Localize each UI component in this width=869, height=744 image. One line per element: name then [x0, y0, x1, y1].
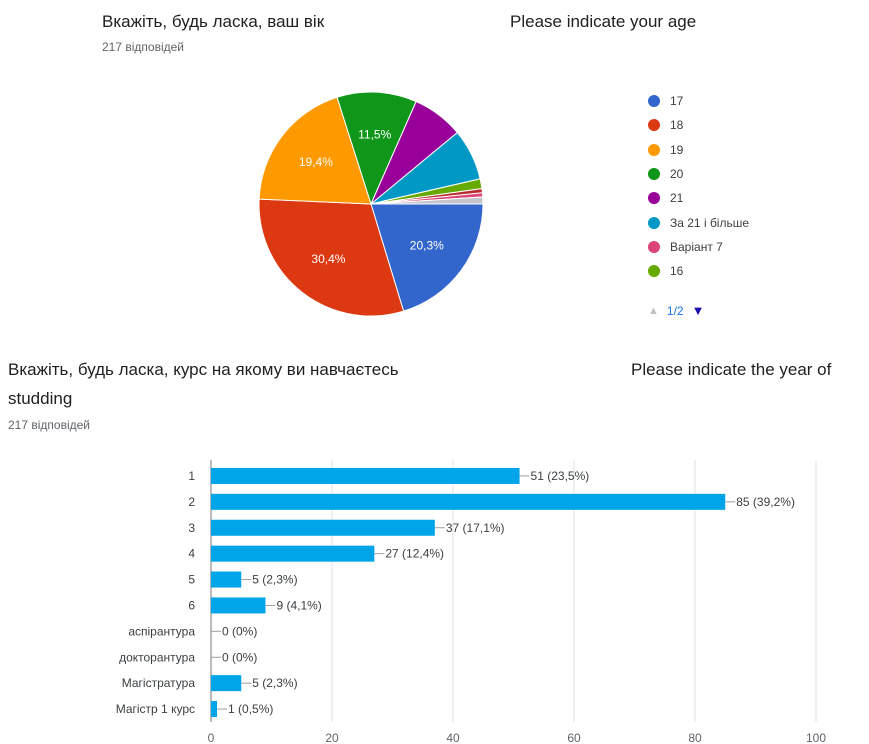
bar-value-label: 0 (0%) — [222, 624, 257, 638]
pie-slice-9 — [370, 196, 484, 205]
legend-label: 18 — [670, 118, 684, 133]
pie-slice-label-0: 20,3% — [410, 238, 444, 252]
bar — [211, 597, 266, 614]
category-label: 6 — [188, 598, 195, 612]
category-label: Магістратура — [122, 676, 196, 690]
q2-response-count: 217 відповідей — [8, 418, 90, 432]
bar-value-label: 1 (0,5%) — [228, 702, 273, 716]
bar-value-label: 85 (39,2%) — [736, 495, 795, 509]
pie-slice-1 — [258, 198, 405, 317]
pager-down-icon[interactable]: ▼ — [691, 303, 705, 318]
bar — [211, 545, 375, 562]
pager-up-icon[interactable]: ▲ — [648, 304, 659, 317]
legend-item: 18 — [648, 117, 683, 133]
category-label: Магістр 1 курс — [116, 702, 195, 716]
pie-slice-label-1: 30,4% — [311, 252, 345, 266]
category-label: 1 — [188, 469, 195, 483]
legend-item: 16 — [648, 263, 683, 279]
q2-title-line2: studding — [8, 389, 73, 408]
bar-value-label: 0 (0%) — [222, 650, 257, 664]
pie-slice-label-3: 11,5% — [358, 128, 391, 142]
course-bar-chart: 0 20 40 60 80 100 1 51 (23,5%) 2 85 (39,2%) 3 37 (1… — [116, 460, 826, 744]
q1-response-count: 217 відповідей — [102, 40, 184, 54]
legend-label: 19 — [670, 142, 684, 157]
x-tick-label: 80 — [688, 731, 702, 744]
q1-title-en: Please indicate your age — [510, 12, 697, 31]
legend-item: За 21 і більше — [648, 215, 749, 231]
legend-swatch — [648, 216, 660, 229]
bar — [211, 519, 435, 536]
x-tick-label: 60 — [567, 731, 581, 744]
pie-slice-2 — [258, 96, 372, 205]
legend-label: Варіант 7 — [670, 239, 723, 254]
legend-swatch — [648, 119, 660, 132]
pie-slice-0 — [370, 203, 484, 312]
q2-title-line1: Вкажіть, будь ласка, курс на якому ви на… — [8, 360, 399, 379]
q2-title-en: Please indicate the year of — [631, 360, 832, 379]
x-tick-label: 20 — [325, 731, 339, 744]
legend-label: За 21 і більше — [670, 215, 750, 230]
bar — [211, 701, 218, 718]
q1-title: Вкажіть, будь ласка, ваш вік — [102, 12, 325, 31]
x-tick-label: 0 — [208, 731, 215, 744]
legend-label: 21 — [670, 191, 684, 206]
bar — [211, 571, 242, 588]
legend-item: 17 — [648, 93, 683, 109]
category-label: 3 — [188, 521, 195, 535]
bar — [211, 493, 726, 510]
bar-value-label: 37 (17,1%) — [446, 521, 505, 535]
legend-pager[interactable]: ▲ 1/2 ▼ — [648, 303, 704, 318]
bar — [211, 675, 242, 692]
age-pie-chart: 20,3% 30,4% 19,4% 11,5% — [258, 91, 484, 317]
category-label: 4 — [188, 547, 195, 561]
category-label: 2 — [188, 495, 195, 509]
legend-item: 19 — [648, 142, 683, 158]
category-label: аспірантура — [128, 624, 195, 638]
legend-label: 17 — [670, 94, 684, 108]
bar-value-label: 27 (12,4%) — [385, 547, 444, 561]
legend-item: Варіант 7 — [648, 239, 723, 255]
legend-swatch — [648, 192, 660, 205]
legend-swatch — [648, 240, 660, 253]
legend-swatch — [648, 143, 660, 156]
legend-swatch — [648, 265, 660, 278]
pager-label: 1/2 — [666, 303, 684, 318]
bar — [211, 467, 520, 484]
legend-swatch — [648, 167, 660, 180]
pie-slice-label-2: 19,4% — [299, 155, 333, 169]
legend-swatch — [648, 95, 660, 107]
x-tick-label: 100 — [806, 731, 826, 744]
bar-value-label: 5 (2,3%) — [252, 573, 297, 587]
bar-value-label: 9 (4,1%) — [276, 598, 321, 612]
category-label: 5 — [188, 573, 195, 587]
bar-value-label: 5 (2,3%) — [252, 676, 297, 690]
legend-item: 20 — [648, 166, 683, 182]
x-tick-label: 40 — [446, 731, 460, 744]
bar-value-label: 51 (23,5%) — [531, 469, 590, 483]
category-label: докторантура — [119, 650, 195, 664]
pie-slice-3 — [336, 91, 417, 206]
legend-label: 16 — [670, 264, 684, 279]
legend-label: 20 — [670, 166, 684, 181]
legend-item: 21 — [648, 190, 683, 206]
